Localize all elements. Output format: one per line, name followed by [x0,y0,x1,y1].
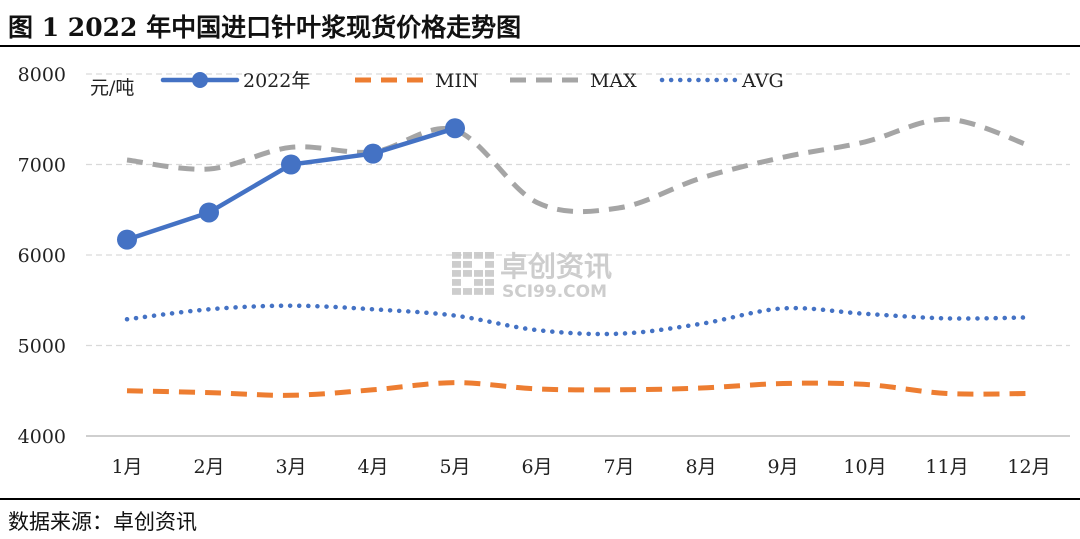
data-point-2022年 [281,154,301,175]
y-tick-label: 5000 [18,336,66,358]
legend-label-AVG: AVG [741,70,784,92]
series-line-AVG [124,303,1032,337]
watermark-cell [474,252,483,259]
x-tick-label: 10月 [843,456,886,478]
y-tick-label: 7000 [18,155,66,177]
watermark-cell [485,261,494,268]
x-tick-label: 1月 [111,456,142,478]
watermark-cell [463,252,472,259]
watermark: 卓创资讯 SCI99.COM [452,250,612,302]
data-point-2022年 [117,229,137,250]
series-line-MAX [126,116,1030,215]
y-tick-label: 8000 [18,64,66,86]
watermark-cell [452,279,461,286]
legend-label-2022年: 2022年 [243,70,310,92]
gridlines [86,73,1070,437]
x-tick-label: 2月 [193,456,224,478]
title-rule [0,45,1080,47]
watermark-cell [452,252,461,259]
x-tick-label: 11月 [925,456,968,478]
watermark-cell [485,270,494,277]
legend-label-MIN: MIN [435,70,479,92]
chart-title: 图 1 2022 年中国进口针叶浆现货价格走势图 [8,13,522,42]
source-note: 数据来源：卓创资讯 [8,510,197,534]
watermark-cell [485,252,494,259]
data-point-2022年 [199,202,219,223]
legend-label-MAX: MAX [590,70,637,92]
x-tick-label: 12月 [1007,456,1050,478]
watermark-cell [485,279,494,286]
data-point-2022年 [445,118,465,139]
watermark-cell [463,270,472,277]
y-axis-unit-label: 元/吨 [90,77,134,99]
watermark-cell [485,288,494,295]
x-tick-label: 7月 [603,456,634,478]
y-tick-labels: 4000 5000 6000 7000 8000 [18,64,66,448]
x-tick-label: 5月 [439,456,470,478]
watermark-cell [452,270,461,277]
watermark-cell [474,279,483,286]
x-tick-label: 8月 [685,456,716,478]
source-rule [0,498,1080,500]
x-tick-label: 4月 [357,456,388,478]
data-point-2022年 [363,143,383,164]
watermark-cell [463,288,472,295]
watermark-logo-icon [452,252,494,295]
x-tick-label: 3月 [275,456,306,478]
watermark-brand: 卓创资讯 [500,250,612,283]
watermark-cell [463,261,472,268]
watermark-cell [474,288,483,295]
y-tick-label: 4000 [18,426,66,448]
watermark-cell [452,261,461,268]
series-line-MIN [126,380,1030,398]
y-tick-label: 6000 [18,245,66,267]
legend: 2022年 MIN MAX AVG [160,70,784,92]
watermark-domain: SCI99.COM [502,282,607,302]
x-tick-label: 9月 [767,456,798,478]
x-tick-labels: 1月 2月 3月 4月 5月 6月 7月 8月 9月 10月 11月 12月 [111,456,1050,478]
title-bar: 图 1 2022 年中国进口针叶浆现货价格走势图 [0,0,1080,46]
watermark-cell [474,270,483,277]
legend-marker [192,72,208,88]
watermark-cell [452,288,461,295]
series-lines [117,116,1032,398]
x-tick-label: 6月 [521,456,552,478]
